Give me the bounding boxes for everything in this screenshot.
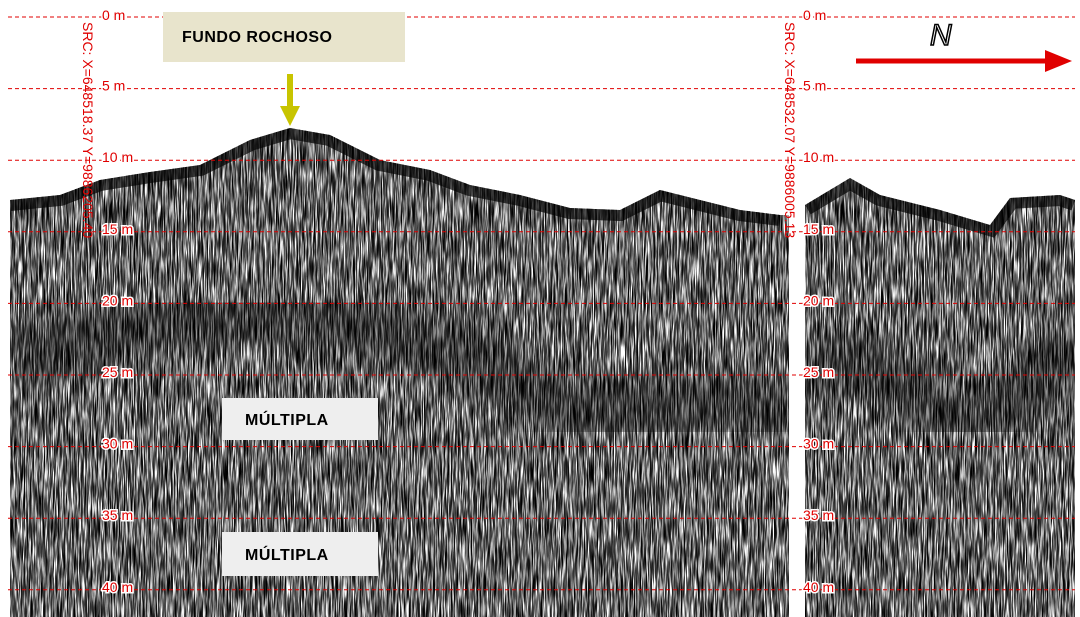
annotation: MÚLTIPLA — [245, 545, 329, 564]
depth-label: 5 m — [102, 78, 125, 94]
depth-label: 10 m — [102, 149, 133, 165]
north-arrow-head — [1045, 50, 1072, 72]
depth-label: 5 m — [803, 78, 826, 94]
depth-label: 0 m — [102, 7, 125, 23]
seismic-profile: 0 m 0 m 5 m 5 m 10 m 10 m 15 m 15 m 20 m 20 m 25 m… — [0, 0, 1080, 617]
depth-label: 15 m — [803, 221, 834, 237]
source-label: SRC: X=648518.37 Y=9886205.40 — [80, 22, 96, 238]
depth-label: 40 m — [803, 579, 834, 595]
depth-label: 35 m — [102, 507, 133, 523]
depth-label: 20 m — [803, 292, 834, 308]
arrow-head — [280, 106, 300, 126]
depth-label: 10 m — [803, 149, 834, 165]
depth-label: 40 m — [102, 579, 133, 595]
source-label: SRC: X=648532.07 Y=9886005.13 — [782, 22, 798, 238]
depth-label: 25 m — [803, 364, 834, 380]
depth-label: 20 m — [102, 292, 133, 308]
depth-label: 30 m — [803, 436, 834, 452]
annotation: MÚLTIPLA — [245, 410, 329, 429]
depth-label: 15 m — [102, 221, 133, 237]
depth-label: 25 m — [102, 364, 133, 380]
north-label: N — [930, 19, 952, 52]
depth-label: 30 m — [102, 436, 133, 452]
annotation: FUNDO ROCHOSO — [182, 29, 333, 46]
reflection-data — [0, 100, 1080, 617]
depth-label: 35 m — [803, 507, 834, 523]
depth-label: 0 m — [803, 7, 826, 23]
